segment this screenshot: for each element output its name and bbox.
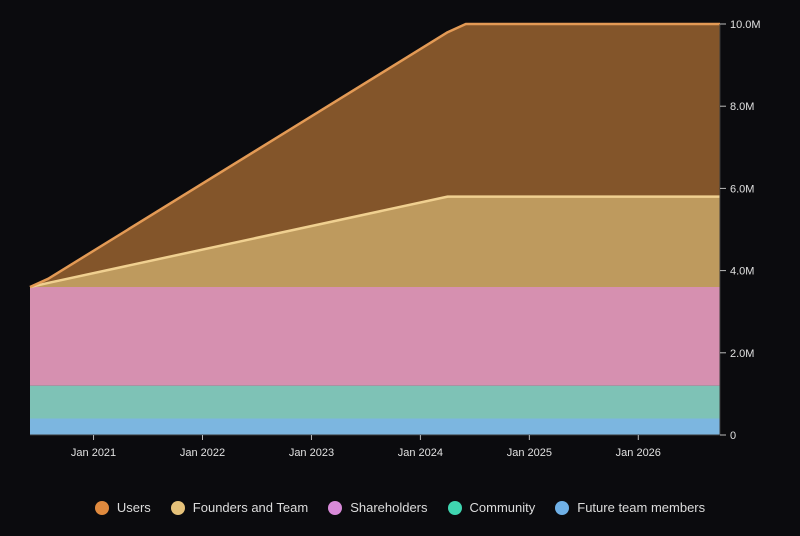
x-tick-label: Jan 2024 [398, 447, 443, 459]
legend-label: Shareholders [350, 500, 428, 515]
area-layers [30, 24, 720, 435]
y-tick-label: 4.0M [730, 266, 754, 278]
y-tick-label: 0 [730, 430, 736, 442]
legend-dot-icon [328, 500, 343, 515]
legend-dot-icon [447, 500, 462, 515]
legend-label: Future team members [577, 500, 706, 515]
legend-item-founders-and-team[interactable]: Founders and Team [170, 500, 309, 515]
y-axis: 0 2.0M 4.0M 6.0M 8.0M 10.0M [719, 19, 761, 442]
legend-dot-icon [94, 500, 109, 515]
x-tick-label: Jan 2025 [507, 447, 552, 459]
y-tick-label: 10.0M [730, 19, 761, 31]
area-future-team-members [30, 418, 720, 435]
chart-legend: Users Founders and Team Shareholders Commun… [0, 500, 800, 515]
legend-label: Community [469, 500, 536, 515]
legend-dot-icon [555, 500, 570, 515]
legend-label: Founders and Team [192, 500, 309, 515]
x-tick-label: Jan 2026 [616, 447, 661, 459]
area-shareholders [30, 287, 720, 386]
legend-item-shareholders[interactable]: Shareholders [328, 500, 428, 515]
legend-dot-icon [170, 500, 185, 515]
y-tick-label: 6.0M [730, 183, 754, 195]
series-lines [29, 22, 720, 289]
legend-item-community[interactable]: Community [447, 500, 536, 515]
y-tick-label: 8.0M [730, 101, 754, 113]
line-users [29, 22, 720, 289]
legend-item-future-team-members[interactable]: Future team members [555, 500, 705, 515]
area-founders-and-team [30, 196, 720, 288]
legend-item-users[interactable]: Users [94, 500, 151, 515]
line-founders-and-team [29, 195, 720, 289]
area-community [30, 385, 720, 419]
x-tick-label: Jan 2021 [71, 447, 116, 459]
area-users [30, 24, 720, 288]
x-tick-label: Jan 2022 [180, 447, 225, 459]
stacked-area-chart: Jan 2021 Jan 2022 Jan 2023 Jan 2024 Jan 2025… [29, 19, 761, 459]
x-tick-label: Jan 2023 [289, 447, 334, 459]
x-axis: Jan 2021 Jan 2022 Jan 2023 Jan 2024 Jan 2025… [30, 434, 720, 459]
legend-label: Users [116, 500, 151, 515]
y-tick-label: 2.0M [730, 348, 754, 360]
